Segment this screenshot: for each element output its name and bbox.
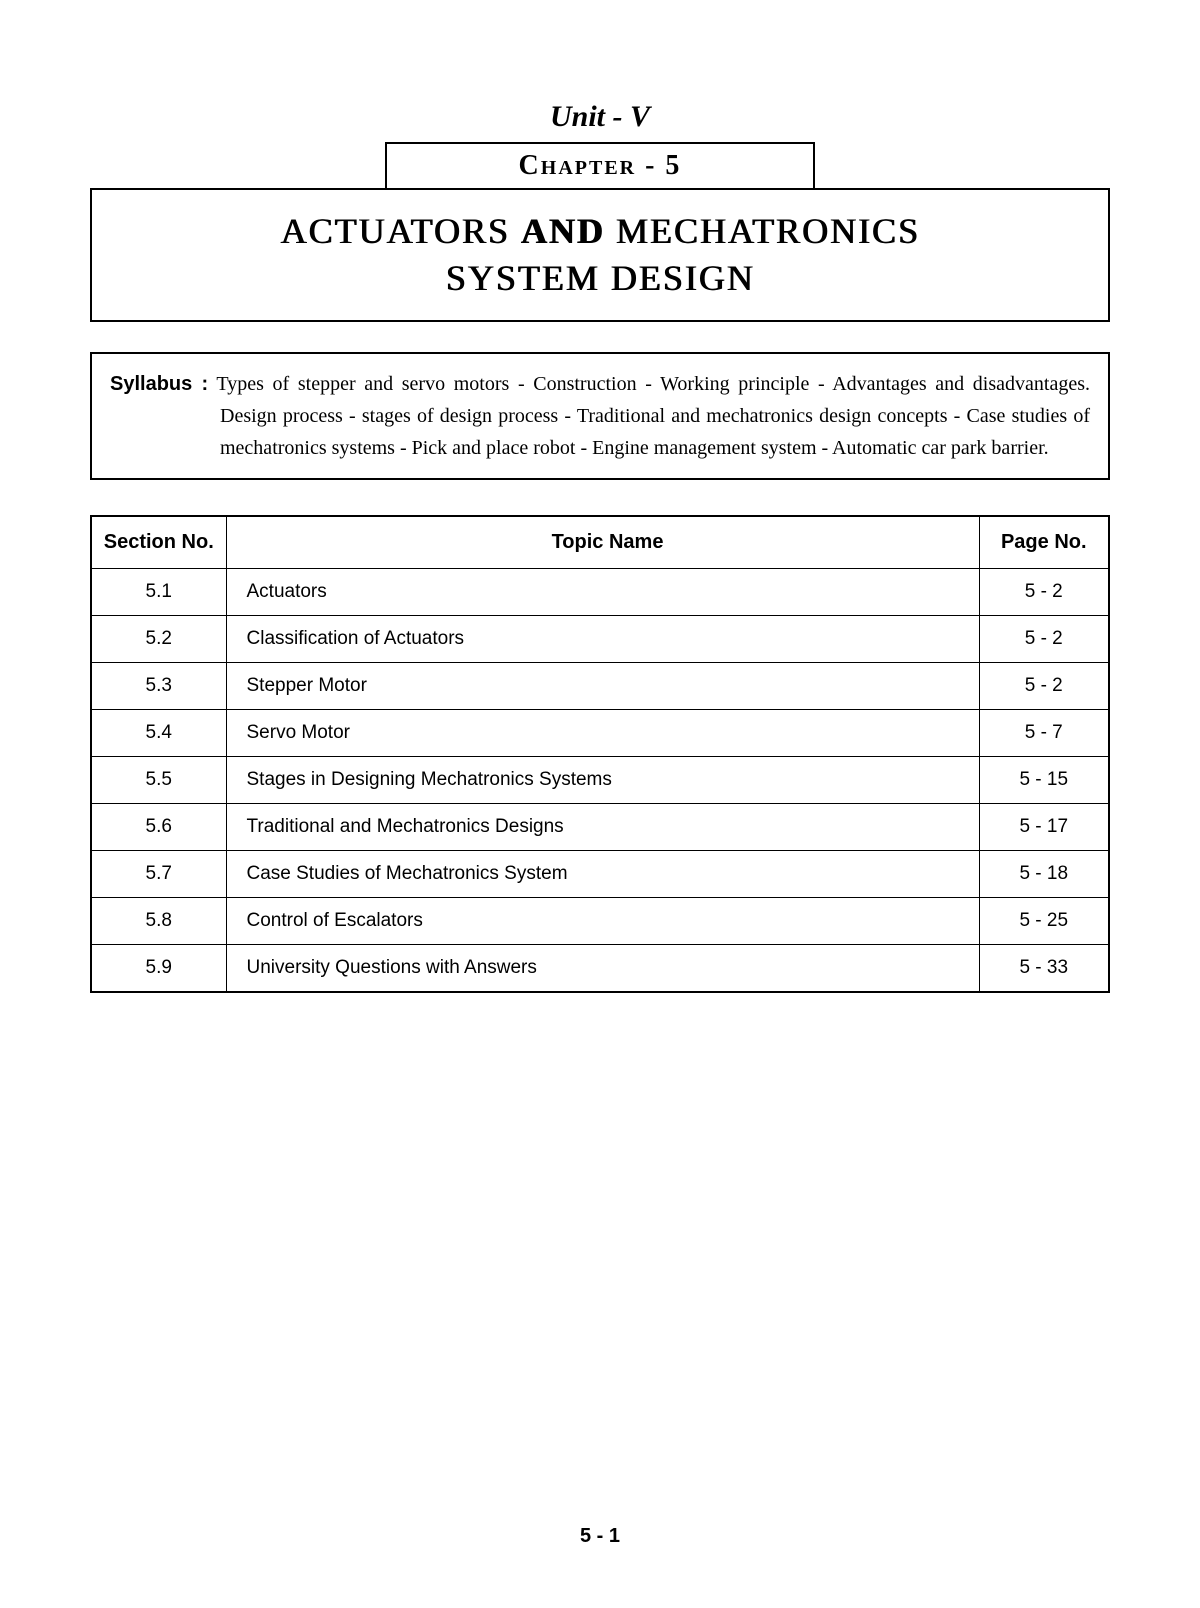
table-row: 5.9 University Questions with Answers 5 … (91, 944, 1109, 992)
table-row: 5.5 Stages in Designing Mechatronics Sys… (91, 756, 1109, 803)
page-cell: 5 - 2 (979, 662, 1109, 709)
page-cell: 5 - 2 (979, 568, 1109, 615)
main-title-box: ACTUATORS AND MECHATRONICS SYSTEM DESIGN (90, 188, 1110, 322)
topic-cell: Actuators (226, 568, 979, 615)
header-section: Section No. (91, 516, 226, 569)
page-cell: 5 - 2 (979, 615, 1109, 662)
table-row: 5.4 Servo Motor 5 - 7 (91, 709, 1109, 756)
title-line-2: SYSTEM DESIGN (445, 258, 754, 298)
table-row: 5.6 Traditional and Mechatronics Designs… (91, 803, 1109, 850)
page-cell: 5 - 17 (979, 803, 1109, 850)
syllabus-label: Syllabus : (110, 373, 208, 395)
topic-cell: Traditional and Mechatronics Designs (226, 803, 979, 850)
header-page: Page No. (979, 516, 1109, 569)
table-row: 5.8 Control of Escalators 5 - 25 (91, 897, 1109, 944)
section-cell: 5.5 (91, 756, 226, 803)
main-title: ACTUATORS AND MECHATRONICS SYSTEM DESIGN (112, 208, 1088, 302)
section-cell: 5.8 (91, 897, 226, 944)
page-cell: 5 - 7 (979, 709, 1109, 756)
section-cell: 5.3 (91, 662, 226, 709)
syllabus-box: Syllabus : Types of stepper and servo mo… (90, 352, 1110, 480)
topic-cell: Stepper Motor (226, 662, 979, 709)
page-number: 5 - 1 (0, 1525, 1200, 1548)
topic-cell: Classification of Actuators (226, 615, 979, 662)
chapter-label: Chapter - 5 (385, 142, 815, 188)
table-row: 5.7 Case Studies of Mechatronics System … (91, 850, 1109, 897)
toc-body: 5.1 Actuators 5 - 2 5.2 Classification o… (91, 568, 1109, 992)
page-cell: 5 - 33 (979, 944, 1109, 992)
section-cell: 5.2 (91, 615, 226, 662)
page-cell: 5 - 18 (979, 850, 1109, 897)
toc-table: Section No. Topic Name Page No. 5.1 Actu… (90, 515, 1110, 993)
syllabus-content: Types of stepper and servo motors - Cons… (216, 373, 1090, 459)
section-cell: 5.6 (91, 803, 226, 850)
topic-cell: University Questions with Answers (226, 944, 979, 992)
table-row: 5.3 Stepper Motor 5 - 2 (91, 662, 1109, 709)
unit-title: Unit - V (90, 100, 1110, 134)
page-cell: 5 - 25 (979, 897, 1109, 944)
topic-cell: Control of Escalators (226, 897, 979, 944)
topic-cell: Stages in Designing Mechatronics Systems (226, 756, 979, 803)
section-cell: 5.7 (91, 850, 226, 897)
section-cell: 5.1 (91, 568, 226, 615)
section-cell: 5.4 (91, 709, 226, 756)
table-row: 5.1 Actuators 5 - 2 (91, 568, 1109, 615)
header-topic: Topic Name (226, 516, 979, 569)
page-cell: 5 - 15 (979, 756, 1109, 803)
title-word-and: AND (521, 211, 605, 251)
topic-cell: Case Studies of Mechatronics System (226, 850, 979, 897)
toc-header-row: Section No. Topic Name Page No. (91, 516, 1109, 569)
section-cell: 5.9 (91, 944, 226, 992)
table-row: 5.2 Classification of Actuators 5 - 2 (91, 615, 1109, 662)
title-word-1: ACTUATORS (280, 211, 509, 251)
topic-cell: Servo Motor (226, 709, 979, 756)
title-word-2: MECHATRONICS (616, 211, 920, 251)
